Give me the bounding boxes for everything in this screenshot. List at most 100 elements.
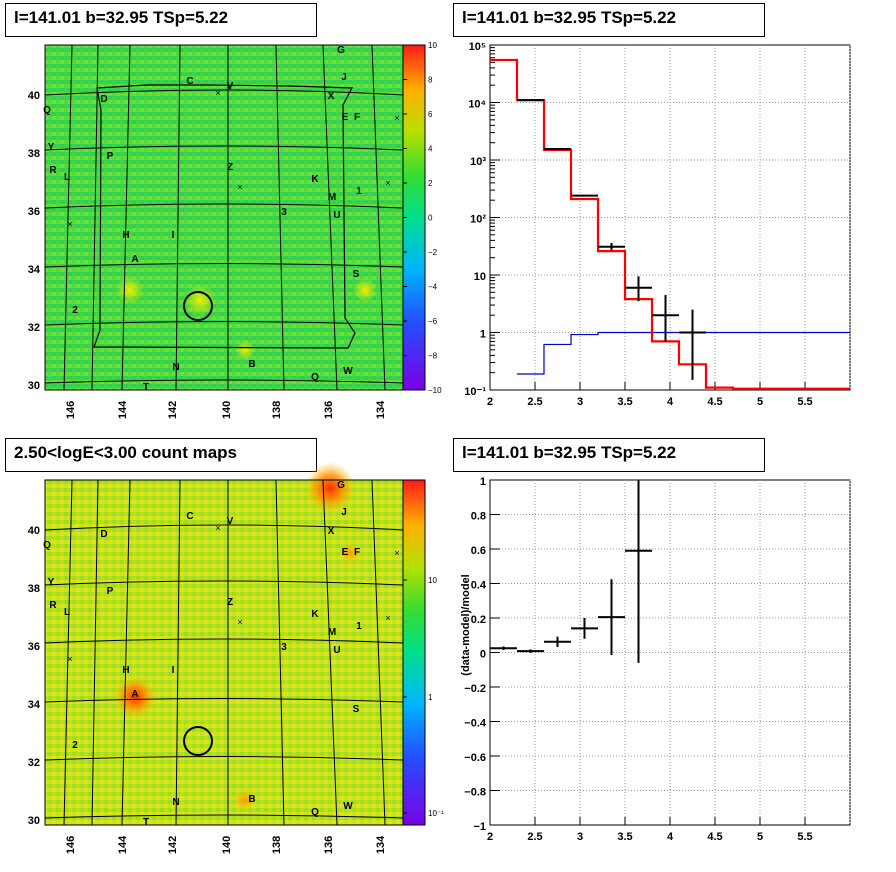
source-label: E [342, 112, 349, 123]
spectrum-y-tick-label: 10 [474, 271, 486, 283]
source-label: R [49, 600, 57, 611]
source-label: U [333, 210, 340, 221]
colorbar-bl [402, 479, 426, 826]
map-y-tick-label: 30 [28, 380, 40, 392]
colorbar-tl-ticks: 10 8 6 4 2 0 −2 −4 −6 −8 −10 [403, 41, 442, 395]
source-cross-marker: × [215, 88, 220, 98]
source-label: W [343, 801, 353, 812]
residual-x-tick-label: 3.5 [617, 831, 632, 843]
colorbar-tick-label: −8 [428, 352, 438, 361]
source-label: I [172, 665, 175, 676]
source-label: M [328, 627, 336, 638]
map-bl-sources: G J C V X D Q E F Y P Z RL K 1 M 3 U H I A S 2 N B W Q T × × × × × [43, 480, 400, 828]
map-y-tick-label: 38 [28, 148, 40, 160]
colorbar-tick-label: 10 [428, 576, 437, 585]
colorbar-tick-label: 10 [428, 41, 437, 50]
residual-y-tick-label: 0.2 [471, 614, 486, 626]
source-label: M [328, 192, 336, 203]
map-y-tick-label: 36 [28, 206, 40, 218]
source-label: X [328, 526, 335, 537]
colorbar-tick-label: 6 [428, 110, 433, 119]
map-meridian [91, 44, 99, 391]
source-label: B [248, 359, 255, 370]
colorbar-tick-label: −4 [428, 283, 438, 292]
count-map-source-b-blob [233, 788, 257, 812]
source-label: V [227, 516, 234, 527]
source-label: E [342, 547, 349, 558]
source-label: Q [311, 807, 319, 818]
map-meridian [121, 44, 131, 391]
source-label: Q [43, 105, 51, 116]
map-x-tick-label: 138 [271, 401, 283, 419]
count-map-title: 2.50<logE<3.00 count maps [5, 438, 317, 472]
source-component-step [517, 331, 850, 375]
spectrum-y-tick-label: 10³ [470, 156, 486, 168]
colorbar-tick-label: 0 [428, 214, 433, 223]
source-cross-marker: × [385, 613, 390, 623]
source-label: 2 [72, 740, 78, 751]
map-parallel [44, 263, 404, 268]
map-x-tick-label: 140 [221, 401, 233, 419]
map-parallel [44, 379, 404, 384]
source-cross-marker: × [237, 617, 242, 627]
source-label: C [186, 511, 193, 522]
map-x-tick-label: 136 [323, 836, 335, 854]
map-parallel [44, 756, 404, 761]
source-label: Z [227, 162, 233, 173]
source-cross-marker: × [385, 178, 390, 188]
map-meridian [322, 479, 338, 826]
map-x-tick-label: 136 [323, 401, 335, 419]
map-bl-coordinate-grid [44, 479, 404, 826]
source-cross-marker: × [394, 548, 399, 558]
source-label: Z [227, 597, 233, 608]
source-label: K [311, 174, 319, 185]
source-label: T [143, 817, 149, 828]
source-label: N [172, 797, 179, 808]
map-tl-background [45, 45, 403, 390]
residual-y-tick-label: 0 [480, 649, 486, 661]
spectrum-x-tick-label: 3.5 [617, 396, 632, 408]
colorbar-tick-label: −6 [428, 317, 438, 326]
source-cross-marker: × [215, 523, 220, 533]
residual-y-tick-label: −1 [473, 821, 486, 833]
source-label: T [143, 382, 149, 393]
residual-x-tick-label: 4 [667, 831, 674, 843]
map-x-tick-label: 142 [167, 401, 179, 419]
source-label: K [311, 609, 319, 620]
source-cross-marker: × [67, 219, 72, 229]
residual-ylabel: (data-model)/model [460, 574, 472, 675]
map-parallel [44, 638, 404, 644]
map-x-tick-label: 140 [221, 836, 233, 854]
spectrum-y-tick-label: 10⁴ [468, 99, 486, 111]
source-label: H [122, 230, 129, 241]
map-tl-hotspot [235, 340, 255, 360]
map-y-tick-label: 40 [28, 525, 40, 537]
residual-contents: 2 2.5 3 3.5 4 4.5 5 5.5 1 0.8 0.6 0.4 0.2 0 −0.2 −0.4 −0… [464, 476, 851, 843]
colorbar-tick-label: −2 [428, 248, 438, 257]
map-x-tick-label: 138 [271, 836, 283, 854]
map-y-tick-label: 34 [28, 699, 41, 711]
source-label: 1 [356, 621, 362, 632]
residual-x-tick-label: 4.5 [707, 831, 722, 843]
residual-title: l=141.01 b=32.95 TSp=5.22 [453, 438, 765, 472]
source-label: I [172, 230, 175, 241]
spectrum-y-tick-label: 10⁵ [469, 41, 486, 53]
source-label: L [64, 172, 70, 183]
source-label: P [107, 151, 114, 162]
source-label: Y [48, 577, 55, 588]
source-label: S [353, 269, 360, 280]
residual-x-tick-label: 5 [757, 831, 763, 843]
spectrum-contents: 2 2.5 3 3.5 4 4.5 5 5.5 10⁵ 10⁴ 10³ 10² 10 1 10⁻¹ [464, 41, 851, 408]
source-label: C [186, 76, 193, 87]
candidate-position-circle [183, 291, 213, 321]
map-y-tick-label: 30 [28, 815, 40, 827]
source-label: F [354, 547, 360, 558]
source-label: B [248, 794, 255, 805]
source-label: P [107, 586, 114, 597]
source-label: D [100, 529, 107, 540]
residual-y-tick-label: 0.4 [471, 580, 487, 592]
source-label: S [353, 704, 360, 715]
source-label: G [337, 45, 345, 56]
residual-y-tick-label: 0.8 [471, 511, 486, 523]
